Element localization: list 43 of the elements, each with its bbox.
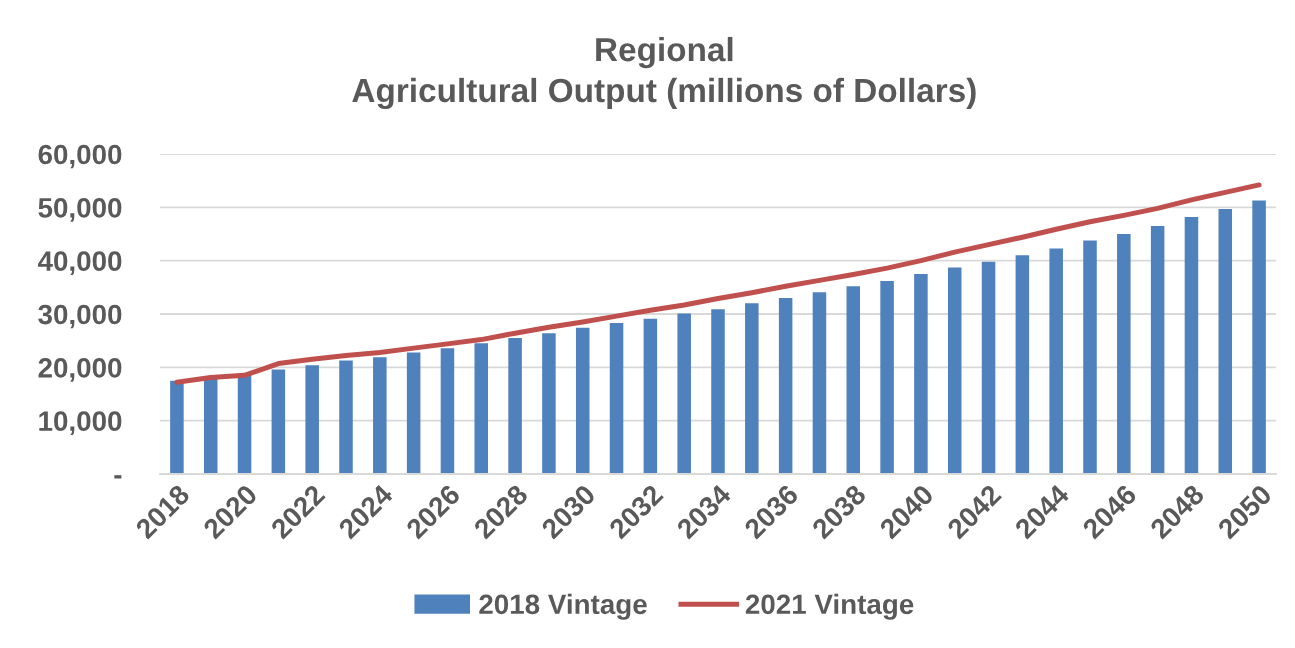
bar <box>1049 248 1063 474</box>
bar <box>947 267 962 474</box>
chart-title: Regional Agricultural Output (millions of Dollars) <box>352 36 976 110</box>
bar <box>271 369 286 474</box>
bar <box>880 280 894 474</box>
bar <box>1083 240 1097 474</box>
bar <box>1252 200 1266 474</box>
bar <box>677 313 691 474</box>
bar <box>745 303 759 474</box>
bar <box>1015 255 1030 474</box>
y-tick-label: 40,000 <box>37 251 122 276</box>
y-tick-label: 60,000 <box>38 144 122 169</box>
bar <box>542 333 556 474</box>
bar <box>203 377 218 474</box>
bar <box>575 327 590 474</box>
bar <box>406 352 421 474</box>
bar <box>711 309 725 474</box>
bar <box>170 380 184 474</box>
bar <box>1218 208 1233 474</box>
y-tick-label: - <box>114 475 122 479</box>
bar <box>778 298 793 474</box>
y-tick-label: 10,000 <box>39 411 122 436</box>
bar <box>1117 234 1131 474</box>
bar <box>643 318 658 474</box>
y-tick-label: 50,000 <box>38 198 122 222</box>
bar <box>305 365 319 474</box>
bar <box>508 338 522 474</box>
bar <box>373 357 387 474</box>
bar <box>1150 226 1165 474</box>
bar <box>339 360 353 474</box>
bar <box>440 348 455 474</box>
bar <box>609 323 624 474</box>
y-tick-label: 30,000 <box>38 304 122 329</box>
y-tick-label: 20,000 <box>38 358 122 382</box>
bar <box>237 373 252 474</box>
bar <box>474 343 489 474</box>
bar <box>1184 216 1199 474</box>
bar <box>914 274 928 474</box>
legend-label: 2018 Vintage <box>479 593 647 620</box>
bar <box>812 292 827 474</box>
bar <box>846 286 861 474</box>
bar <box>981 261 996 474</box>
legend-label: 2021 Vintage <box>745 593 914 620</box>
